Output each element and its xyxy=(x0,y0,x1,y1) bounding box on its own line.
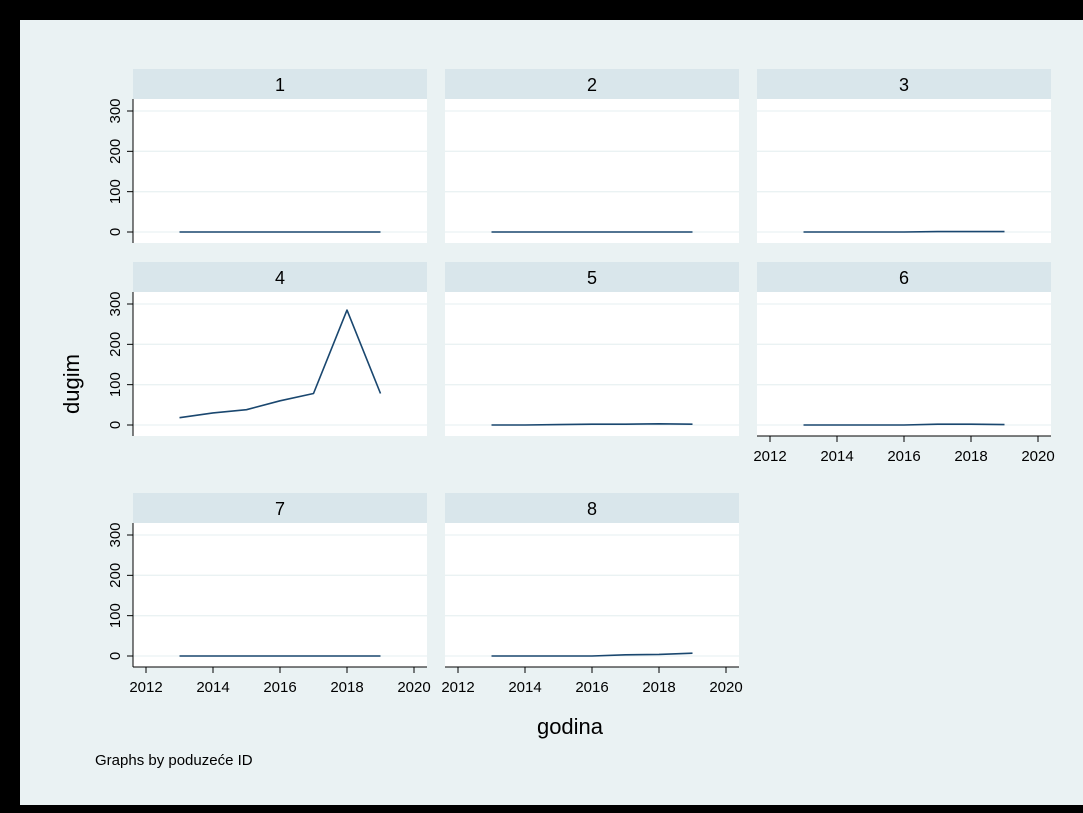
y-tick-label: 100 xyxy=(107,603,124,628)
x-tick-label: 2014 xyxy=(196,679,229,696)
panel-2: 2 xyxy=(445,69,739,243)
plot-area xyxy=(757,292,1051,436)
panel-4: 4 0 100 200 300 xyxy=(107,262,427,436)
y-tick-label: 0 xyxy=(107,228,124,236)
plot-area xyxy=(133,292,427,436)
panel-title: 7 xyxy=(275,499,285,519)
y-tick-label: 0 xyxy=(107,421,124,429)
x-axis-title: godina xyxy=(537,714,604,739)
x-tick-label: 2018 xyxy=(330,679,363,696)
graph-note: Graphs by poduzeće ID xyxy=(95,752,253,769)
panel-title: 1 xyxy=(275,75,285,95)
y-tick-label: 100 xyxy=(107,372,124,397)
y-tick-label: 200 xyxy=(107,332,124,357)
y-tick-label: 0 xyxy=(107,652,124,660)
x-tick-label: 2020 xyxy=(397,679,430,696)
plot-area xyxy=(445,292,739,436)
panel-6: 6 2012 2014 2016 2018 2020 xyxy=(753,262,1054,465)
panel-8: 8 2012 2014 2016 2018 2020 xyxy=(441,493,742,696)
panel-title: 5 xyxy=(587,268,597,288)
y-axis-title: dugim xyxy=(59,354,84,414)
x-tick-label: 2014 xyxy=(820,448,853,465)
x-tick-label: 2018 xyxy=(954,448,987,465)
panel-title: 8 xyxy=(587,499,597,519)
x-tick-label: 2016 xyxy=(575,679,608,696)
plot-area xyxy=(133,523,427,667)
y-tick-label: 200 xyxy=(107,563,124,588)
x-tick-label: 2020 xyxy=(1021,448,1054,465)
plot-area xyxy=(445,523,739,667)
panel-title: 3 xyxy=(899,75,909,95)
panel-title: 2 xyxy=(587,75,597,95)
x-tick-label: 2012 xyxy=(129,679,162,696)
y-tick-label: 300 xyxy=(107,522,124,547)
x-tick-label: 2014 xyxy=(508,679,541,696)
figure-frame: 1 0 100 200 300 2 3 4 0 100 200 300 5 6 2012 2014 2016 20… xyxy=(6,6,1083,807)
x-tick-label: 2018 xyxy=(642,679,675,696)
panel-title: 4 xyxy=(275,268,285,288)
x-tick-label: 2020 xyxy=(709,679,742,696)
x-tick-label: 2012 xyxy=(441,679,474,696)
x-tick-label: 2016 xyxy=(887,448,920,465)
plot-area xyxy=(133,99,427,243)
y-tick-label: 300 xyxy=(107,291,124,316)
panel-7: 7 0 100 200 300 2012 2014 2016 2018 2020 xyxy=(107,493,431,696)
x-tick-label: 2016 xyxy=(263,679,296,696)
plot-area xyxy=(757,99,1051,243)
y-tick-label: 200 xyxy=(107,139,124,164)
panel-3: 3 xyxy=(757,69,1051,243)
small-multiples-line-chart: 1 0 100 200 300 2 3 4 0 100 200 300 5 6 2012 2014 2016 20… xyxy=(6,6,1083,813)
panel-title: 6 xyxy=(899,268,909,288)
series-line xyxy=(804,424,1005,425)
x-tick-label: 2012 xyxy=(753,448,786,465)
y-tick-label: 100 xyxy=(107,179,124,204)
panel-1: 1 0 100 200 300 xyxy=(107,69,427,243)
y-tick-label: 300 xyxy=(107,98,124,123)
panel-5: 5 xyxy=(445,262,739,436)
plot-area xyxy=(445,99,739,243)
